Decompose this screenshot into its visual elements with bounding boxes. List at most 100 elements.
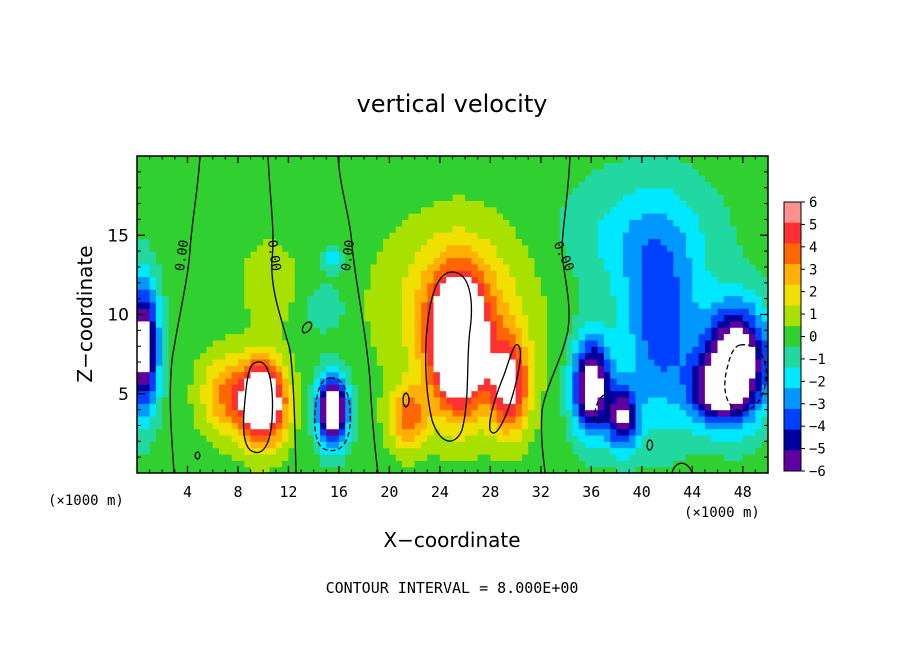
- heatmap-cell: [395, 358, 403, 366]
- heatmap-cell: [755, 352, 763, 360]
- heatmap-cell: [200, 156, 208, 163]
- heatmap-cell: [496, 200, 504, 208]
- heatmap-cell: [332, 168, 340, 176]
- heatmap-cell: [149, 289, 157, 297]
- heatmap-cell: [282, 232, 290, 240]
- heatmap-cell: [648, 333, 656, 341]
- heatmap-cell: [629, 308, 637, 316]
- heatmap-cell: [679, 270, 687, 278]
- heatmap-cell: [439, 384, 447, 392]
- heatmap-cell: [502, 384, 510, 392]
- heatmap-cell: [685, 447, 693, 455]
- heatmap-cell: [301, 156, 308, 163]
- heatmap-cell: [174, 251, 182, 259]
- heatmap-cell: [395, 200, 403, 208]
- heatmap-cell: [736, 447, 744, 455]
- heatmap-cell: [187, 175, 195, 182]
- heatmap-cell: [685, 339, 693, 347]
- heatmap-cell: [143, 244, 151, 252]
- heatmap-cell: [225, 327, 233, 335]
- heatmap-cell: [704, 396, 712, 404]
- heatmap-cell: [597, 403, 605, 411]
- heatmap-cell: [193, 365, 201, 373]
- heatmap-cell: [597, 371, 605, 379]
- heatmap-cell: [282, 282, 290, 290]
- heatmap-cell: [641, 289, 649, 297]
- heatmap-cell: [515, 175, 523, 182]
- heatmap-cell: [559, 339, 567, 347]
- heatmap-cell: [446, 466, 454, 473]
- heatmap-cell: [490, 352, 498, 360]
- heatmap-cell: [225, 377, 233, 385]
- heatmap-cell: [465, 244, 473, 252]
- heatmap-cell: [282, 428, 290, 436]
- heatmap-cell: [629, 434, 637, 442]
- heatmap-cell: [585, 339, 592, 347]
- heatmap-cell: [351, 181, 359, 189]
- heatmap-cell: [301, 327, 308, 335]
- heatmap-cell: [212, 244, 220, 252]
- heatmap-cell: [408, 371, 416, 379]
- heatmap-cell: [603, 244, 611, 252]
- heatmap-cell: [471, 466, 479, 473]
- heatmap-cell: [181, 320, 189, 328]
- heatmap-cell: [193, 257, 201, 265]
- heatmap-cell: [307, 181, 315, 189]
- heatmap-cell: [313, 371, 321, 379]
- heatmap-cell: [496, 371, 504, 379]
- heatmap-cell: [742, 428, 750, 436]
- heatmap-cell: [326, 289, 334, 297]
- heatmap-cell: [439, 365, 447, 373]
- heatmap-cell: [376, 453, 384, 461]
- heatmap-cell: [515, 434, 523, 442]
- heatmap-cell: [231, 238, 239, 246]
- heatmap-cell: [338, 346, 346, 354]
- heatmap-cell: [648, 403, 656, 411]
- heatmap-cell: [364, 441, 372, 449]
- heatmap-cell: [332, 365, 340, 373]
- heatmap-cell: [225, 213, 233, 220]
- heatmap-cell: [471, 339, 479, 347]
- heatmap-cell: [749, 320, 756, 328]
- heatmap-cell: [654, 194, 662, 201]
- heatmap-cell: [591, 358, 599, 366]
- heatmap-cell: [730, 365, 738, 373]
- heatmap-cell: [616, 282, 624, 290]
- heatmap-cell: [219, 403, 226, 411]
- heatmap-cell: [755, 409, 763, 417]
- heatmap-cell: [313, 441, 321, 449]
- heatmap-cell: [155, 301, 163, 309]
- heatmap-cell: [427, 270, 435, 278]
- heatmap-cell: [225, 441, 233, 449]
- heatmap-cell: [698, 358, 706, 366]
- heatmap-cell: [749, 434, 756, 442]
- heatmap-cell: [749, 453, 756, 461]
- heatmap-cell: [420, 390, 428, 398]
- heatmap-cell: [502, 276, 510, 284]
- heatmap-cell: [755, 244, 763, 252]
- heatmap-cell: [572, 175, 580, 182]
- heatmap-cell: [364, 263, 372, 271]
- heatmap-cell: [698, 308, 706, 316]
- heatmap-cell: [206, 282, 214, 290]
- heatmap-cell: [345, 460, 353, 468]
- heatmap-cell: [181, 225, 189, 233]
- heatmap-cell: [370, 453, 378, 461]
- heatmap-cell: [383, 371, 390, 379]
- heatmap-cell: [616, 200, 624, 208]
- heatmap-cell: [484, 320, 491, 328]
- heatmap-cell: [162, 365, 170, 373]
- heatmap-cell: [641, 200, 649, 208]
- heatmap-cell: [282, 390, 290, 398]
- heatmap-cell: [250, 377, 258, 385]
- heatmap-cell: [301, 276, 308, 284]
- heatmap-cell: [452, 282, 460, 290]
- heatmap-cell: [402, 200, 409, 208]
- heatmap-cell: [534, 346, 542, 354]
- heatmap-cell: [723, 263, 731, 271]
- heatmap-cell: [730, 162, 738, 170]
- heatmap-cell: [237, 409, 245, 417]
- heatmap-cell: [427, 320, 435, 328]
- heatmap-cell: [528, 225, 536, 233]
- heatmap-cell: [641, 403, 649, 411]
